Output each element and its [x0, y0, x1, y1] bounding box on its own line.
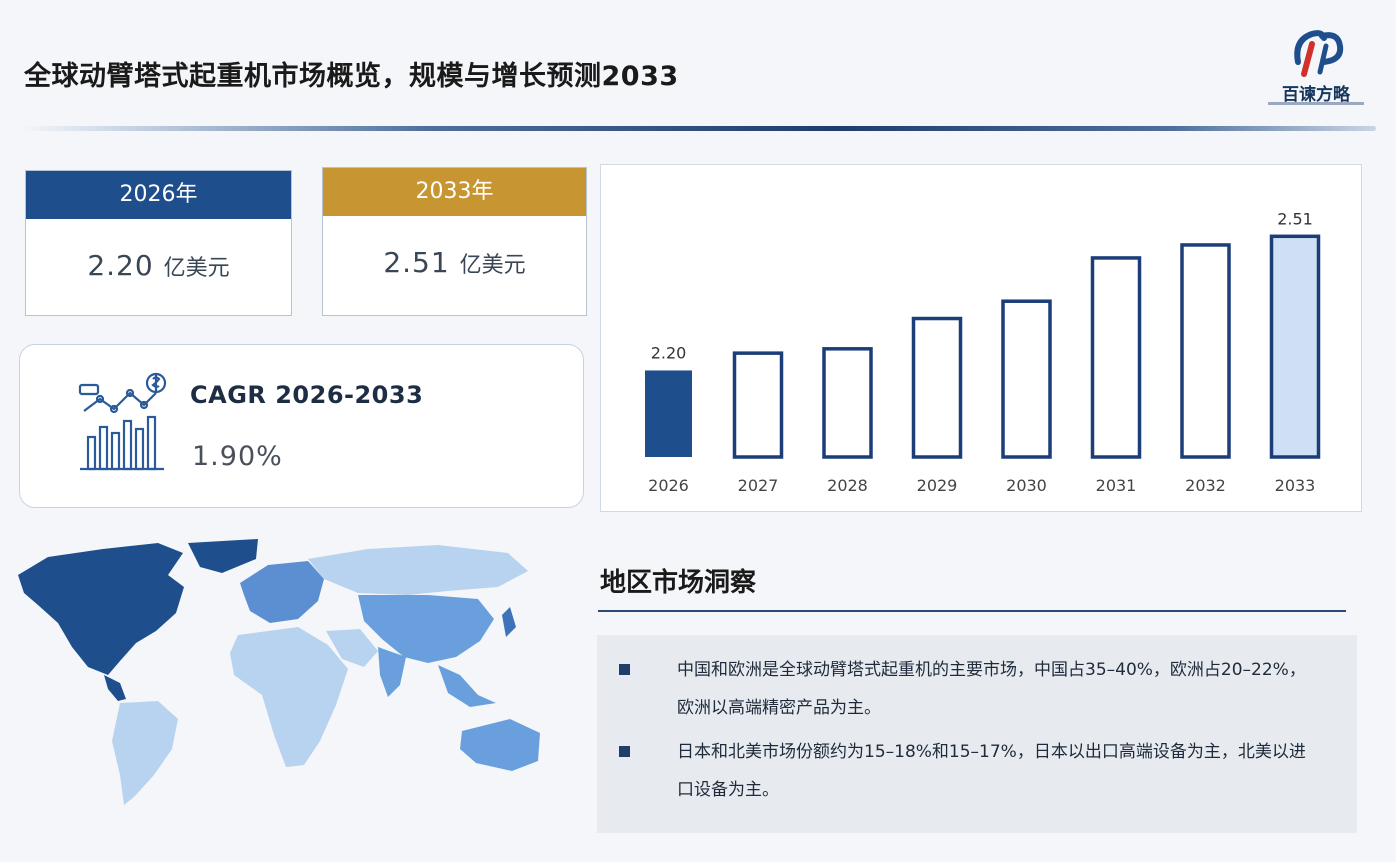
kpi-card-unit: 亿美元 [163, 256, 230, 281]
cagr-panel: CAGR 2026-2033 1.90% [19, 344, 584, 508]
kpi-card-year: 2026年 [26, 171, 291, 219]
bullet-square-icon [619, 746, 630, 757]
bar-chart-panel: 2026 2.20 2027 2028 2029 2030 2031 2032 2033 2.51 [600, 164, 1362, 512]
x-tick-label: 2029 [917, 476, 958, 495]
market-size-bar-chart: 2026 2.20 2027 2028 2029 2030 2031 2032 2033 2.51 [645, 209, 1321, 495]
kpi-card-unit: 亿美元 [459, 253, 526, 278]
insight-text: 日本和北美市场份额约为15–18%和15–17%，日本以出口高端设备为主，北美以… [677, 742, 1306, 800]
growth-chart-icon [78, 372, 167, 471]
region-insights-box: 中国和欧洲是全球动臂塔式起重机的主要市场，中国占35–40%，欧洲占20–22%… [597, 635, 1357, 833]
bar-2033 [1269, 234, 1321, 459]
header-divider [22, 126, 1376, 131]
page-title: 全球动臂塔式起重机市场概览，规模与增长预测2033 [24, 61, 679, 92]
insight-text: 中国和欧洲是全球动臂塔式起重机的主要市场，中国占35–40%，欧洲占20–22%… [677, 660, 1306, 718]
bullet-square-icon [619, 664, 630, 675]
insight-bullet: 日本和北美市场份额约为15–18%和15–17%，日本以出口高端设备为主，北美以… [619, 733, 1321, 809]
x-tick-label: 2026 [648, 476, 689, 495]
x-tick-label: 2031 [1096, 476, 1137, 495]
kpi-card-2026: 2026年 2.20 亿美元 [25, 170, 292, 316]
logo-mark-icon [1294, 30, 1344, 77]
bar-2032 [1180, 243, 1231, 459]
cagr-title: CAGR 2026-2033 [190, 381, 424, 409]
x-tick-label: 2033 [1275, 476, 1316, 495]
kpi-card-2033: 2033年 2.51 亿美元 [322, 167, 587, 316]
bar-2026 [645, 370, 692, 457]
region-title-underline [598, 610, 1346, 612]
data-label: 2.51 [1277, 209, 1313, 228]
kpi-card-year: 2033年 [323, 168, 586, 216]
bar-2031 [1090, 256, 1142, 459]
kpi-card-value: 2.20 [87, 249, 154, 282]
x-tick-label: 2027 [738, 476, 779, 495]
world-map-image [18, 539, 540, 805]
bar-2029 [911, 316, 963, 459]
x-tick-label: 2030 [1006, 476, 1047, 495]
region-section-title: 地区市场洞察 [600, 568, 757, 598]
bar-2028 [822, 347, 873, 459]
x-tick-label: 2032 [1185, 476, 1226, 495]
bar-2030 [1001, 299, 1052, 459]
insight-bullet: 中国和欧洲是全球动臂塔式起重机的主要市场，中国占35–40%，欧洲占20–22%… [619, 651, 1321, 727]
brand-logo: 百谏方略 [1268, 22, 1364, 114]
kpi-card-value: 2.51 [383, 246, 450, 279]
logo-text: 百谏方略 [1282, 85, 1350, 105]
cagr-value: 1.90% [192, 441, 283, 472]
logo-underline [1268, 102, 1364, 105]
x-tick-label: 2028 [827, 476, 868, 495]
bar-2027 [732, 351, 784, 459]
data-label: 2.20 [651, 343, 687, 362]
